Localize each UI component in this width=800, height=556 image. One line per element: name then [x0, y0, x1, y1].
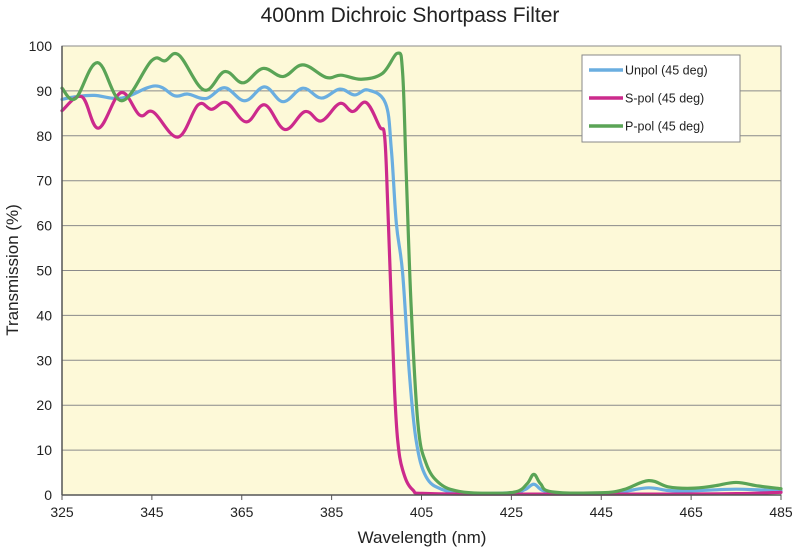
legend-label: Unpol (45 deg) [625, 64, 708, 78]
y-tick-label: 100 [29, 38, 53, 54]
x-tick-label: 465 [679, 504, 703, 520]
series-line-1 [60, 91, 783, 496]
gridlines [62, 45, 781, 451]
x-tick-label: 405 [410, 504, 434, 520]
y-axis-label: Transmission (%) [3, 204, 22, 336]
series-lines [60, 51, 783, 496]
y-tick-label: 90 [36, 83, 52, 99]
y-tick-label: 40 [36, 307, 52, 323]
x-tick-label: 445 [590, 504, 614, 520]
x-tick-label: 385 [320, 504, 344, 520]
legend-label: P-pol (45 deg) [625, 120, 704, 134]
y-tick-label: 10 [36, 442, 52, 458]
x-axis-ticks: 325 345 365 385 405 425 445 465 485 [50, 495, 793, 520]
y-tick-label: 20 [36, 397, 52, 413]
y-tick-label: 30 [36, 352, 52, 368]
y-tick-label: 0 [44, 487, 52, 503]
x-tick-label: 425 [500, 504, 524, 520]
x-tick-label: 365 [230, 504, 254, 520]
x-tick-label: 485 [769, 504, 793, 520]
legend: Unpol (45 deg) S-pol (45 deg) P-pol (45 de… [581, 54, 741, 143]
x-tick-label: 325 [50, 504, 74, 520]
y-tick-label: 70 [36, 173, 52, 189]
chart-title: 400nm Dichroic Shortpass Filter [261, 4, 560, 27]
y-tick-label: 80 [36, 128, 52, 144]
legend-label: S-pol (45 deg) [625, 92, 704, 106]
series-line-2 [60, 51, 783, 495]
y-tick-label: 60 [36, 218, 52, 234]
y-axis-ticks: 0 10 20 30 40 50 60 70 80 90 100 [29, 38, 53, 503]
y-tick-label: 50 [36, 263, 52, 279]
x-tick-label: 345 [140, 504, 164, 520]
x-axis-label: Wavelength (nm) [358, 528, 487, 547]
